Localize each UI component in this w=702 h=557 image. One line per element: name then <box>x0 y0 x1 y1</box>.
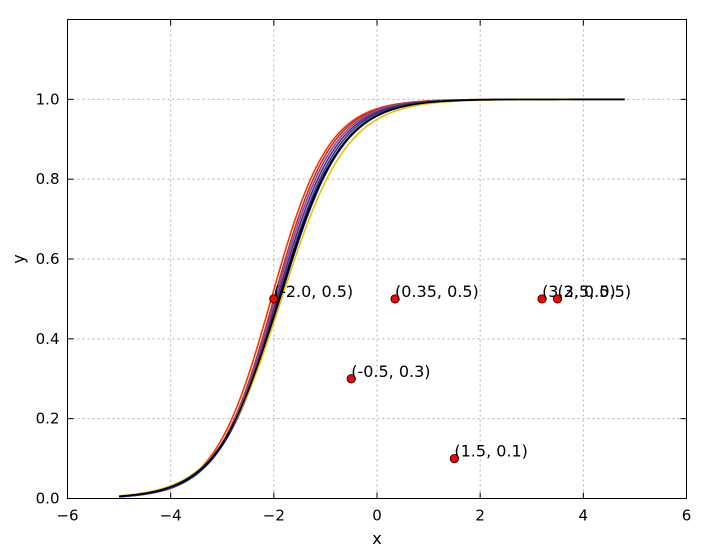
y-tick-label: 0.2 <box>36 410 60 428</box>
x-tick-label: 2 <box>475 507 485 525</box>
x-tick-label: −6 <box>56 507 78 525</box>
point-label: (1.5, 0.1) <box>454 442 528 461</box>
point-label: (0.35, 0.5) <box>395 282 479 301</box>
y-axis-label: y <box>9 254 28 263</box>
x-axis-label: x <box>372 529 381 548</box>
data-point <box>390 294 400 304</box>
data-points: (-2.0, 0.5) (0.35, 0.5) (3.2, 0.5)(3.5, 0.… <box>269 282 632 464</box>
x-tick-label: −4 <box>160 507 182 525</box>
data-point <box>346 374 356 384</box>
point-label: (-2.0, 0.5) <box>274 282 353 301</box>
x-tick-label: 4 <box>579 507 589 525</box>
data-point <box>449 453 459 464</box>
x-tick-label: 6 <box>682 507 692 525</box>
series-line-7 <box>119 98 625 498</box>
grid <box>67 19 687 499</box>
y-tick-label: 0.6 <box>36 250 60 268</box>
x-tick-label: 0 <box>372 507 382 525</box>
data-point <box>269 294 279 304</box>
y-tick-label: 1.0 <box>36 90 60 108</box>
y-tick-label: 0.4 <box>36 330 60 348</box>
y-tick-label: 0.0 <box>36 490 60 508</box>
data-point <box>537 294 547 304</box>
x-tick-label: −2 <box>263 507 285 525</box>
y-tick-label: 0.8 <box>36 170 60 188</box>
point-label: (3.5, 0.5) <box>558 282 632 301</box>
data-point <box>552 294 563 304</box>
series-lines <box>119 98 625 498</box>
point-label: (-0.5, 0.3) <box>351 362 430 381</box>
ticks: −6 −4 −2 0 2 4 6 0.0 0.2 0.4 0.6 0.8 1.0 <box>36 19 692 525</box>
